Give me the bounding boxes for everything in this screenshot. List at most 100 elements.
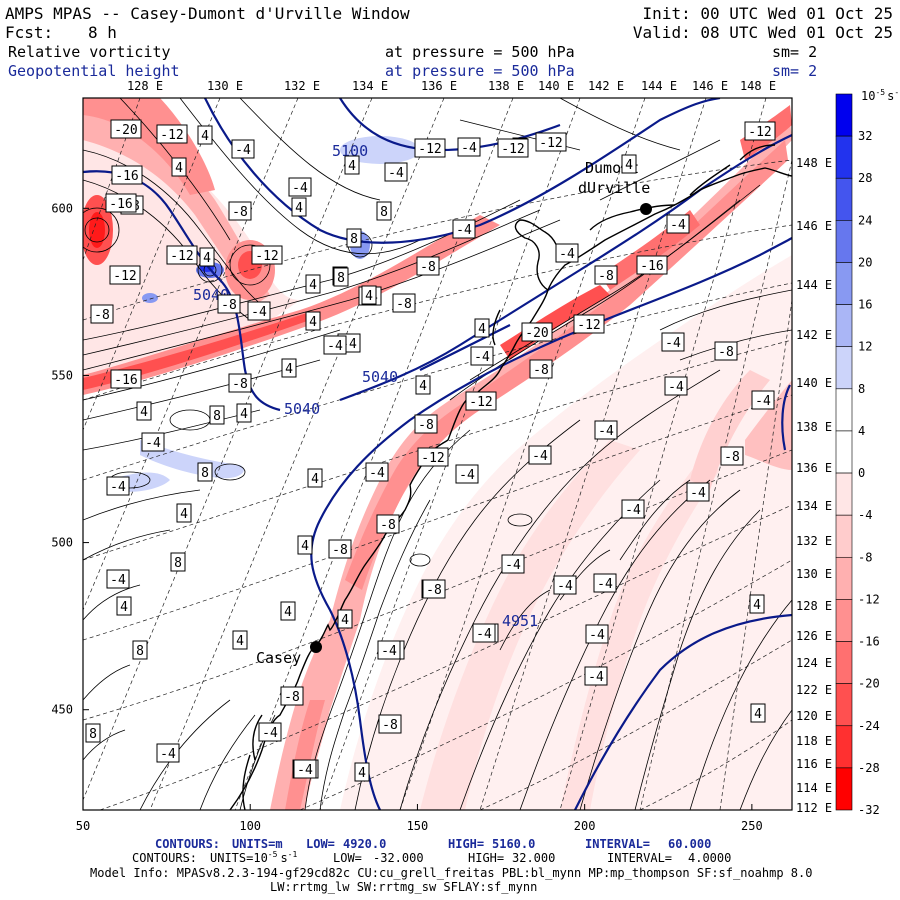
geo-label: 5040 (362, 368, 398, 386)
field1-sm: sm= 2 (772, 43, 817, 61)
top-lon-label: 132 E (284, 79, 320, 93)
field1-level: at pressure = 500 hPa (385, 43, 575, 61)
vorticity-label: -20 (114, 123, 137, 138)
colorbar-label: 8 (858, 382, 865, 396)
contours2-interval-label: INTERVAL= (607, 851, 672, 865)
top-lon-label: 148 E (740, 79, 776, 93)
y-tick-label: 450 (51, 703, 73, 717)
vorticity-label-box (365, 462, 389, 482)
vorticity-label: -16 (115, 169, 138, 184)
vorticity-label: -4 (557, 579, 573, 594)
vorticity-label: -4 (476, 627, 492, 642)
vorticity-label-box (573, 314, 605, 334)
vorticity-label-box (621, 499, 645, 519)
vorticity-label-box (344, 155, 360, 175)
vorticity-label-box (217, 294, 241, 314)
vorticity-label: -8 (382, 718, 398, 733)
vorticity-label: -8 (232, 205, 248, 220)
colorbar-swatch (835, 388, 853, 432)
colorbar-label: -12 (858, 592, 880, 606)
vorticity-label: 4 (140, 405, 148, 420)
colorbar-swatch (835, 767, 853, 811)
vorticity-label: -12 (539, 136, 562, 151)
vorticity-label-box (209, 405, 225, 425)
vorticity-label-box (236, 403, 252, 423)
colorbar-swatch (835, 683, 853, 727)
vorticity-label: 4 (201, 129, 209, 144)
vorticity-label: -4 (369, 466, 385, 481)
vorticity-label: -12 (501, 142, 524, 157)
vorticity-label: 4 (284, 605, 292, 620)
vorticity-label-box (85, 723, 101, 743)
vorticity-label: 4 (419, 379, 427, 394)
vorticity-label: -4 (597, 577, 613, 592)
x-tick-label: 50 (76, 819, 90, 833)
vorticity-label: -4 (327, 339, 343, 354)
vorticity-label: -8 (718, 345, 734, 360)
vorticity-label-box (337, 609, 353, 629)
header: AMPS MPAS -- Casey-Dumont d'Urville Wind… (5, 4, 893, 80)
vorticity-label: 4 (311, 472, 319, 487)
vorticity-label-box (714, 341, 738, 361)
colorbar-swatch (835, 135, 853, 179)
contours2-units: UNITS=10-5 s-1 (210, 850, 297, 865)
vorticity-label: 4 (309, 278, 317, 293)
vorticity-label-box (376, 514, 400, 534)
vorticity-label-box (106, 476, 130, 496)
casey-station-dot (310, 641, 322, 653)
y-tick-label: 550 (51, 368, 73, 382)
right-lon-label: 132 E (796, 534, 832, 548)
vorticity-label: 4 (348, 159, 356, 174)
colorbar-label: 12 (858, 340, 872, 354)
vorticity-label: -4 (668, 380, 684, 395)
vorticity-label-box (529, 359, 553, 379)
x-tick-label: 200 (574, 819, 596, 833)
vorticity-label: -4 (110, 480, 126, 495)
vorticity-label-box (377, 640, 401, 660)
vorticity-label-box (686, 482, 710, 502)
colorbar-label: 32 (858, 129, 872, 143)
colorbar-units: 10-5s-1 (861, 88, 900, 103)
right-lon-label: 112 E (796, 801, 832, 815)
vorticity-label-box (305, 311, 321, 331)
vorticity-label-box (110, 369, 142, 389)
vorticity-label-box (333, 267, 349, 287)
right-lon-label: 136 E (796, 461, 832, 475)
colorbar-label: -32 (858, 803, 880, 817)
vorticity-label: -12 (421, 451, 444, 466)
vorticity-label: -4 (381, 644, 397, 659)
colorbar-swatch (835, 177, 853, 221)
colorbar-swatch (835, 514, 853, 558)
vorticity-label: -12 (170, 249, 193, 264)
vorticity-label-box (378, 714, 402, 734)
vorticity-label: -4 (474, 350, 490, 365)
top-lon-label: 142 E (588, 79, 624, 93)
vorticity-label-box (305, 274, 321, 294)
y-axis: 450 500 550 600 (51, 201, 89, 717)
colorbar-label: 20 (858, 255, 872, 269)
vorticity-label: -8 (284, 690, 300, 705)
vorticity-label: -12 (160, 128, 183, 143)
vorticity-label: -8 (396, 297, 412, 312)
vorticity-label: 8 (174, 556, 182, 571)
x-tick-label: 250 (741, 819, 763, 833)
vorticity-label: -8 (380, 518, 396, 533)
vorticity-label: -20 (525, 326, 548, 341)
right-lon-label: 118 E (796, 734, 832, 748)
vorticity-label-box (470, 346, 494, 366)
vorticity-label-box (585, 624, 609, 644)
vorticity-label-box (109, 265, 141, 285)
vorticity-label-box (156, 124, 188, 144)
vorticity-label-box (497, 138, 529, 158)
vorticity-label: -4 (292, 181, 308, 196)
vorticity-label: 4 (753, 598, 761, 613)
vorticity-label-box (376, 201, 392, 221)
vorticity-label-box (553, 575, 577, 595)
contours1-label: CONTOURS: (155, 837, 220, 851)
vorticity-label: 4 (341, 613, 349, 628)
contours1-interval-label: INTERVAL= (585, 837, 650, 851)
vorticity-label: -12 (577, 318, 600, 333)
vorticity-label-box (228, 201, 252, 221)
right-lon-label: 120 E (796, 709, 832, 723)
